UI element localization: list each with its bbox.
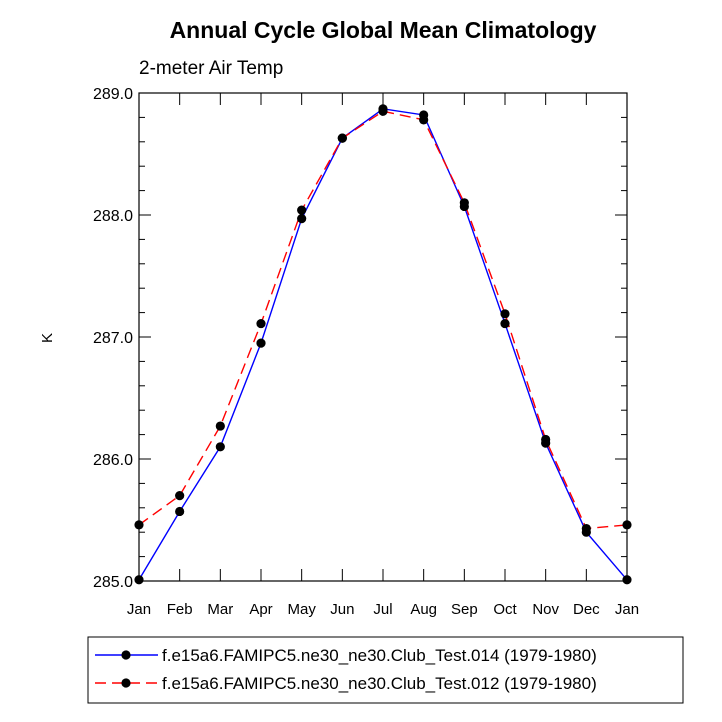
y-tick-label: 287.0 xyxy=(93,330,133,347)
series-line-2 xyxy=(138,110,628,530)
series-1-point xyxy=(175,506,185,517)
series-2-point xyxy=(297,205,307,215)
plot-frame xyxy=(138,92,628,582)
x-tick-label: Jan xyxy=(615,601,639,618)
x-tick-label: Dec xyxy=(573,601,600,618)
x-tick-label: Nov xyxy=(532,601,559,618)
x-tick-label: Aug xyxy=(410,601,437,618)
y-tick-label: 286.0 xyxy=(93,452,133,469)
x-tick-label: Jun xyxy=(330,601,354,618)
legend-label-2: f.e15a6.FAMIPC5.ne30_ne30.Club_Test.012 … xyxy=(162,674,597,693)
series-2-point xyxy=(378,106,388,116)
series-1-point xyxy=(622,575,632,585)
series-2-point xyxy=(541,434,551,445)
series-2-point xyxy=(459,198,469,208)
x-tick-label: Apr xyxy=(249,601,272,618)
legend-swatch-marker-1 xyxy=(121,650,131,660)
x-tick-label: Feb xyxy=(167,601,193,618)
series-lines xyxy=(138,108,628,581)
y-tick-label: 285.0 xyxy=(93,574,133,591)
legend: f.e15a6.FAMIPC5.ne30_ne30.Club_Test.014 … xyxy=(87,636,684,704)
series-2-point xyxy=(215,421,225,431)
axes xyxy=(138,92,628,582)
legend-box xyxy=(87,636,684,704)
x-tick-label: Jul xyxy=(373,601,392,618)
series-1-point xyxy=(297,214,307,224)
series-2-point xyxy=(256,318,266,329)
series-line-1 xyxy=(138,108,628,581)
series-2-point xyxy=(500,309,510,319)
series-points xyxy=(134,104,632,585)
series-2-point xyxy=(175,491,185,501)
series-2-point xyxy=(581,523,591,534)
y-tick-label: 288.0 xyxy=(93,208,133,225)
x-tick-label: Jan xyxy=(127,601,151,618)
series-1-point xyxy=(256,338,266,348)
x-tick-label: May xyxy=(287,601,316,618)
series-2-point xyxy=(134,520,144,530)
chart-subtitle: 2-meter Air Temp xyxy=(139,58,283,79)
legend-swatch-marker-2 xyxy=(121,678,131,688)
series-1-point xyxy=(134,575,144,585)
series-2-point xyxy=(337,133,347,143)
legend-label-1: f.e15a6.FAMIPC5.ne30_ne30.Club_Test.014 … xyxy=(162,646,597,665)
x-tick-label: Mar xyxy=(207,601,233,618)
y-tick-label: 289.0 xyxy=(93,86,133,103)
chart-title: Annual Cycle Global Mean Climatology xyxy=(170,17,597,43)
x-tick-label: Oct xyxy=(493,601,517,618)
y-axis-label: K xyxy=(39,333,56,343)
x-tick-label: Sep xyxy=(451,601,478,618)
y-tick-labels: 285.0 286.0 287.0 288.0 289.0 xyxy=(93,86,133,591)
series-1-point xyxy=(500,318,510,329)
tick-marks xyxy=(138,92,628,582)
series-2-point xyxy=(622,520,632,530)
x-tick-labels: Jan Feb Mar Apr May Jun Jul Aug Sep Oct Nov Dec Jan xyxy=(127,601,639,618)
series-2-point xyxy=(419,115,429,125)
series-1-point xyxy=(215,442,225,452)
